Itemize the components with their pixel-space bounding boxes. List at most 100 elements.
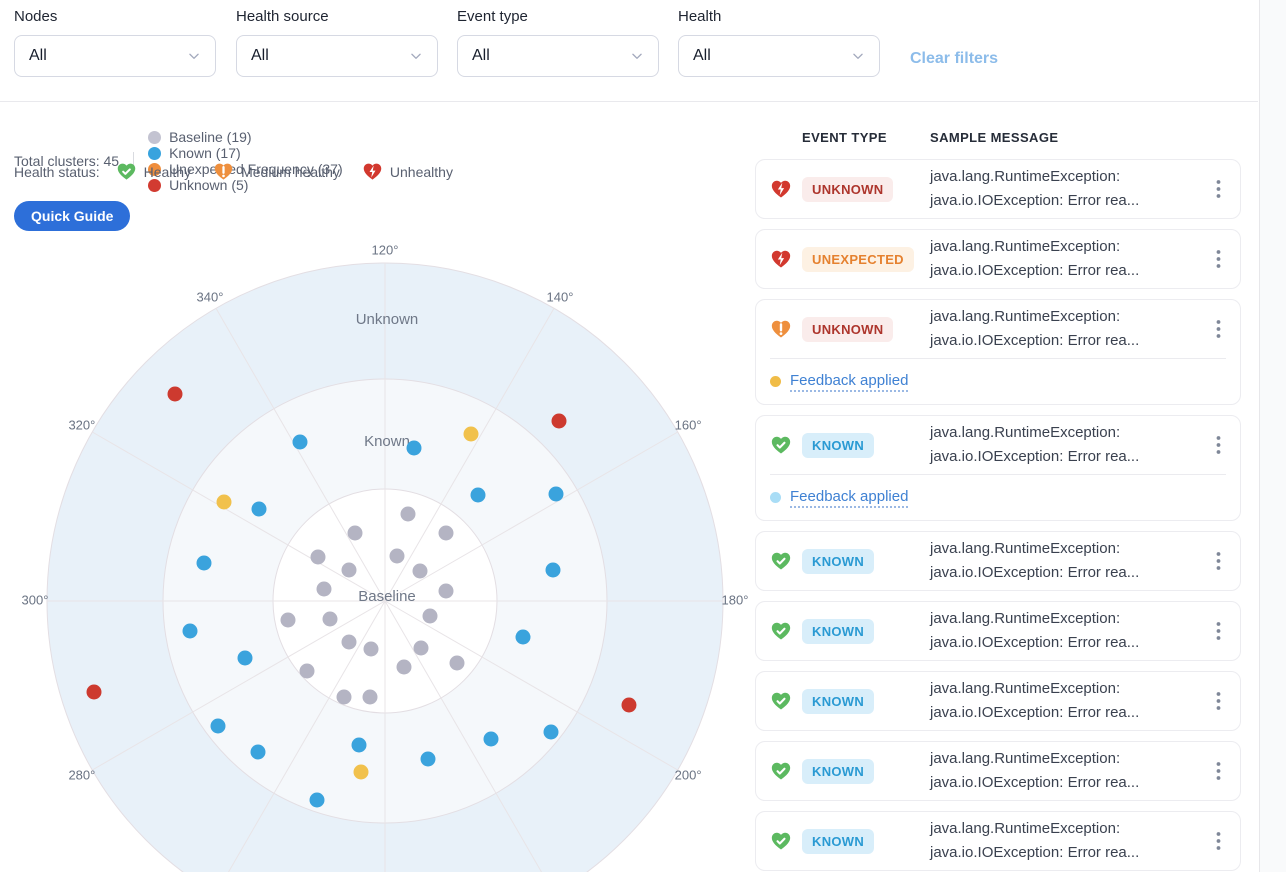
cluster-point-baseline[interactable] — [438, 583, 454, 599]
cluster-point-baseline[interactable] — [396, 659, 412, 675]
chart-angle-label: 140° — [547, 289, 574, 304]
cluster-legend-item: Unexpected Frequency (37) — [148, 161, 343, 177]
cluster-point-unknown[interactable] — [86, 684, 102, 700]
event-type-badge: KNOWN — [802, 432, 875, 458]
clusters-legend: Total clusters: 45 Baseline (19) Known (1… — [14, 129, 361, 193]
cluster-point-known[interactable] — [210, 718, 226, 734]
cluster-legend-label: Unexpected Frequency (37) — [169, 161, 343, 177]
cluster-point-known[interactable] — [237, 650, 253, 666]
cluster-point-baseline[interactable] — [413, 640, 429, 656]
cluster-point-baseline[interactable] — [412, 563, 428, 579]
cluster-point-known[interactable] — [543, 724, 559, 740]
clear-filters-button[interactable]: Clear filters — [910, 50, 999, 67]
feedback-applied-link[interactable]: Feedback applied — [790, 372, 909, 392]
events-panel: EVENT TYPE SAMPLE MESSAGE UNKNOWN java.la… — [755, 118, 1241, 872]
row-menu-button[interactable] — [1210, 691, 1226, 711]
cluster-point-known[interactable] — [251, 501, 267, 517]
event-row-main: KNOWN java.lang.RuntimeException: java.io.… — [756, 416, 1240, 474]
cluster-point-feedback-applied[interactable] — [463, 426, 479, 442]
feedback-dot-icon — [770, 492, 781, 503]
cluster-point-baseline[interactable] — [347, 525, 363, 541]
event-row[interactable]: KNOWN java.lang.RuntimeException: java.io.… — [755, 811, 1241, 871]
card-divider — [770, 358, 1226, 359]
chart-angle-label: 200° — [675, 767, 702, 782]
cluster-point-known[interactable] — [483, 731, 499, 747]
cluster-point-baseline[interactable] — [438, 525, 454, 541]
event-row[interactable]: KNOWN java.lang.RuntimeException: java.io.… — [755, 741, 1241, 801]
chart-spoke — [92, 600, 386, 771]
cluster-point-baseline[interactable] — [322, 611, 338, 627]
cluster-point-known[interactable] — [515, 629, 531, 645]
cluster-point-baseline[interactable] — [316, 581, 332, 597]
event-row[interactable]: KNOWN java.lang.RuntimeException: java.io.… — [755, 531, 1241, 591]
row-menu-button[interactable] — [1210, 761, 1226, 781]
filter-event-type-label: Event type — [457, 8, 528, 25]
sample-message: java.lang.RuntimeException: java.io.IOExc… — [930, 238, 1140, 279]
row-menu-button[interactable] — [1210, 551, 1226, 571]
event-row[interactable]: KNOWN java.lang.RuntimeException: java.io.… — [755, 415, 1241, 521]
event-type-select[interactable]: All — [457, 35, 659, 77]
event-row[interactable]: UNKNOWN java.lang.RuntimeException: java.i… — [755, 299, 1241, 405]
cluster-point-feedback-applied[interactable] — [216, 494, 232, 510]
event-row[interactable]: UNEXPECTED java.lang.RuntimeException: jav… — [755, 229, 1241, 289]
row-menu-button[interactable] — [1210, 621, 1226, 641]
chart-ring-label: Baseline — [358, 588, 416, 605]
filter-nodes: Nodes All — [14, 8, 216, 77]
cluster-point-baseline[interactable] — [362, 689, 378, 705]
cluster-point-known[interactable] — [292, 434, 308, 450]
cluster-point-known[interactable] — [182, 623, 198, 639]
cluster-point-known[interactable] — [406, 440, 422, 456]
healthy-heart-icon — [771, 436, 791, 454]
cluster-point-baseline[interactable] — [299, 663, 315, 679]
health-legend-item: Healthy — [116, 161, 191, 182]
cluster-point-baseline[interactable] — [341, 562, 357, 578]
cluster-point-baseline[interactable] — [336, 689, 352, 705]
cluster-point-known[interactable] — [470, 487, 486, 503]
event-row[interactable]: KNOWN java.lang.RuntimeException: java.io.… — [755, 671, 1241, 731]
cluster-point-baseline[interactable] — [280, 612, 296, 628]
cluster-point-unknown[interactable] — [551, 413, 567, 429]
cluster-polar-chart: 120° 140° 160° 180° 200° 280° 300° 320° 340° Unkn… — [22, 242, 748, 872]
cluster-point-known[interactable] — [548, 486, 564, 502]
cluster-point-baseline[interactable] — [389, 548, 405, 564]
chevron-down-icon — [411, 53, 421, 59]
cluster-point-unknown[interactable] — [167, 386, 183, 402]
cluster-dot-icon — [148, 162, 162, 176]
unhealthy-heart-icon — [363, 163, 382, 180]
total-clusters-label: Total clusters: 45 — [14, 153, 120, 169]
health-select[interactable]: All — [678, 35, 880, 77]
row-menu-button[interactable] — [1210, 249, 1226, 269]
cluster-legend-label: Known (17) — [169, 145, 241, 161]
cluster-point-known[interactable] — [351, 737, 367, 753]
cluster-point-baseline[interactable] — [449, 655, 465, 671]
cluster-point-baseline[interactable] — [422, 608, 438, 624]
health-source-select[interactable]: All — [236, 35, 438, 77]
nodes-select[interactable]: All — [14, 35, 216, 77]
row-menu-button[interactable] — [1210, 831, 1226, 851]
cluster-point-known[interactable] — [250, 744, 266, 760]
row-menu-button[interactable] — [1210, 179, 1226, 199]
sample-message: java.lang.RuntimeException: java.io.IOExc… — [930, 540, 1140, 581]
event-row[interactable]: KNOWN java.lang.RuntimeException: java.io.… — [755, 601, 1241, 661]
healthy-heart-icon — [771, 622, 791, 640]
row-menu-button[interactable] — [1210, 319, 1226, 339]
quick-guide-button[interactable]: Quick Guide — [14, 201, 131, 231]
event-row[interactable]: UNKNOWN java.lang.RuntimeException: java.i… — [755, 159, 1241, 219]
cluster-point-feedback-applied[interactable] — [353, 764, 369, 780]
health-select-value: All — [693, 47, 711, 64]
cluster-point-baseline[interactable] — [400, 506, 416, 522]
cluster-point-known[interactable] — [420, 751, 436, 767]
event-type-column-header: EVENT TYPE — [802, 130, 887, 145]
row-menu-button[interactable] — [1210, 435, 1226, 455]
cluster-point-known[interactable] — [309, 792, 325, 808]
cluster-point-baseline[interactable] — [341, 634, 357, 650]
feedback-applied-link[interactable]: Feedback applied — [790, 488, 909, 508]
chart-spoke — [384, 600, 678, 771]
cluster-point-known[interactable] — [196, 555, 212, 571]
cluster-point-known[interactable] — [545, 562, 561, 578]
cluster-point-baseline[interactable] — [363, 641, 379, 657]
scrollbar-track[interactable] — [1259, 0, 1286, 872]
cluster-point-baseline[interactable] — [310, 549, 326, 565]
cluster-point-unknown[interactable] — [621, 697, 637, 713]
